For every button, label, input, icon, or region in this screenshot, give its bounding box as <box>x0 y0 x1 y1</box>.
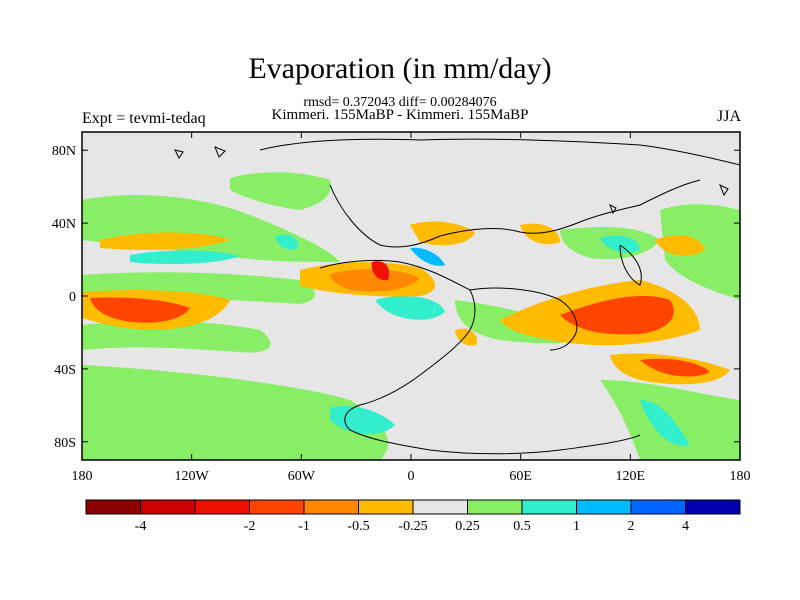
longitude-axis: 180 120W 60W 0 60E 120E 180 <box>72 132 751 484</box>
colorbar-label: 2 <box>628 519 635 534</box>
contour-band-south-indian-cyan <box>640 400 690 446</box>
y-tick-label: 40N <box>52 217 76 232</box>
contour-band-tethys-orange <box>410 221 475 246</box>
experiment-label: Expt = tevmi-tedaq <box>82 110 206 127</box>
colorbar-swatch <box>358 499 414 515</box>
colorbar: -4 -2 -1 -0.5 -0.25 0.25 0.5 1 2 4 <box>85 499 741 534</box>
colorbar-swatch <box>467 499 523 515</box>
x-tick-label: 60W <box>288 469 316 484</box>
contour-band-pacific-north-cyan <box>130 250 240 264</box>
x-tick-label: 0 <box>408 469 415 484</box>
coastline-gondwana <box>319 259 641 455</box>
colorbar-label: -4 <box>135 519 147 534</box>
colorbar-label: 0.25 <box>455 519 480 534</box>
colorbar-swatch <box>630 499 686 515</box>
colorbar-swatch <box>303 499 359 515</box>
paleo-coastlines <box>174 138 740 455</box>
colorbar-label: -1 <box>298 519 310 534</box>
colorbar-label: 0.5 <box>513 519 531 534</box>
colorbar-swatch <box>194 499 250 515</box>
contour-band-southern-ocean <box>82 365 389 460</box>
season-label: JJA <box>716 108 741 125</box>
y-tick-label: 80N <box>52 144 76 159</box>
contour-band-atlantic-cyan <box>275 234 299 250</box>
colorbar-label: 4 <box>682 519 689 534</box>
y-tick-label: 0 <box>69 290 76 305</box>
experiment-subtitle: Kimmeri. 155MaBP - Kimmeri. 155MaBP <box>271 107 529 123</box>
colorbar-label: -0.5 <box>347 519 369 534</box>
x-tick-label: 180 <box>72 469 93 484</box>
x-tick-label: 60E <box>509 469 532 484</box>
colorbar-swatch <box>576 499 632 515</box>
coastline-laurasia <box>259 138 740 248</box>
coastline-asia-east <box>619 244 642 286</box>
colorbar-swatch <box>85 499 141 515</box>
y-tick-label: 80S <box>54 436 76 451</box>
contour-band-tropical-pacific-red <box>90 297 190 323</box>
colorbar-swatch <box>685 499 741 515</box>
contour-band-south-atlantic-orange <box>455 328 477 346</box>
latitude-axis: 80N 40N 0 40S 80S <box>52 144 740 451</box>
colorbar-label: 1 <box>573 519 580 534</box>
colorbar-label: -0.25 <box>398 519 427 534</box>
x-tick-label: 120E <box>616 469 646 484</box>
contour-band-atlantic-north <box>230 172 331 210</box>
contour-band-south-indian-red <box>640 358 710 377</box>
contour-band-south-pacific <box>82 320 271 353</box>
contour-band-southern-ocean-cyan <box>330 405 395 435</box>
x-tick-label: 120W <box>175 469 210 484</box>
colorbar-swatch <box>249 499 305 515</box>
contour-band-east-tethys-orange <box>520 223 560 245</box>
evaporation-difference-field <box>82 172 740 460</box>
colorbar-label: -2 <box>244 519 256 534</box>
chart-title: Evaporation (in mm/day) <box>248 52 552 85</box>
contour-band-atlantic-red <box>371 261 390 281</box>
colorbar-swatch <box>412 499 468 515</box>
contour-band-equatorial-cyan <box>375 296 445 320</box>
stats-line: rmsd= 0.372043 diff= 0.00284076 <box>303 95 497 110</box>
contour-band-tethys-blue <box>410 247 445 266</box>
y-tick-label: 40S <box>54 363 76 378</box>
contour-band-east-tethys-cyan <box>600 235 640 253</box>
contour-band-indian-ocean-red <box>560 295 674 335</box>
colorbar-swatch <box>140 499 196 515</box>
contour-band-atlantic-deep-orange <box>330 269 420 292</box>
colorbar-swatch <box>521 499 577 515</box>
contour-band-east-ocean-orange <box>655 235 705 256</box>
contour-band-north-pacific-orange <box>100 232 230 250</box>
x-tick-label: 180 <box>730 469 751 484</box>
coastline-islands <box>174 146 729 215</box>
